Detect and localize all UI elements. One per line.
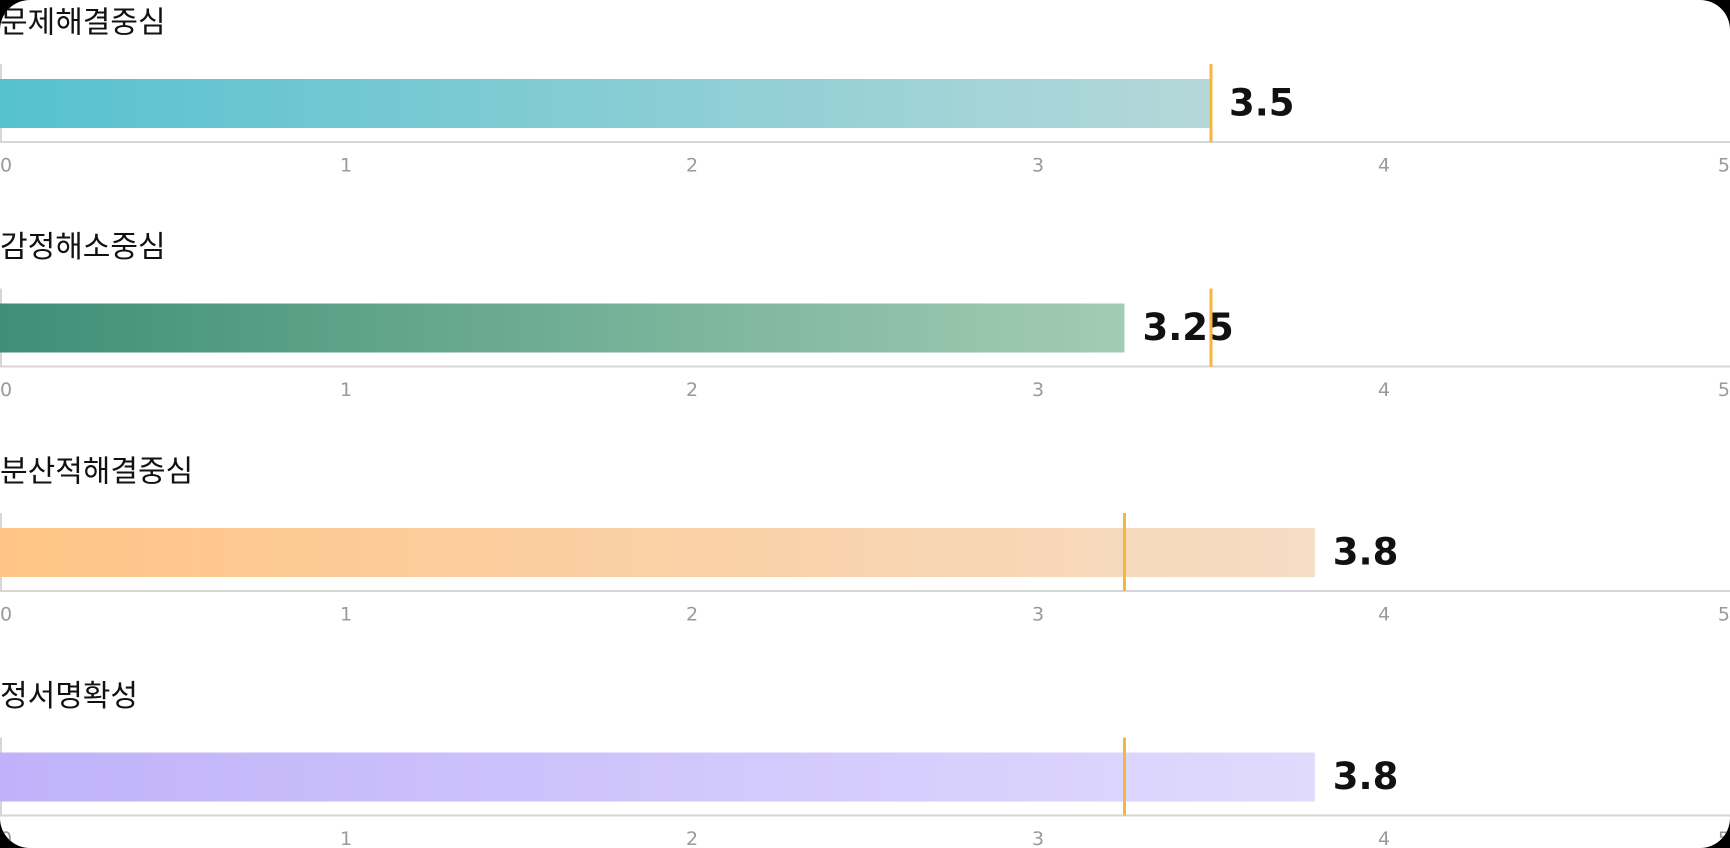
x-tick-label: 0 bbox=[0, 604, 12, 626]
value-label: 3.8 bbox=[1333, 755, 1399, 798]
chart-title: 감정해소중심 bbox=[0, 230, 166, 265]
x-tick-label: 3 bbox=[1032, 828, 1044, 848]
x-tick-label: 4 bbox=[1378, 379, 1390, 401]
value-label: 3.25 bbox=[1143, 306, 1234, 349]
value-label: 3.5 bbox=[1229, 82, 1295, 125]
x-tick-label: 3 bbox=[1032, 604, 1044, 626]
x-tick-label: 0 bbox=[0, 155, 12, 177]
x-tick-label: 2 bbox=[686, 155, 698, 177]
x-tick-label: 0 bbox=[0, 379, 12, 401]
value-label: 3.8 bbox=[1333, 531, 1399, 574]
x-tick-label: 2 bbox=[686, 604, 698, 626]
bar bbox=[0, 303, 1125, 353]
x-tick-label: 5 bbox=[1718, 604, 1730, 626]
x-tick-label: 5 bbox=[1718, 155, 1730, 177]
x-tick-label: 3 bbox=[1032, 379, 1044, 401]
chart-title: 정서명확성 bbox=[0, 679, 138, 714]
x-tick-label: 1 bbox=[340, 155, 352, 177]
x-tick-label: 0 bbox=[0, 828, 12, 848]
x-tick-label: 2 bbox=[686, 828, 698, 848]
bar bbox=[0, 752, 1315, 802]
x-tick-label: 1 bbox=[340, 828, 352, 848]
bar bbox=[0, 528, 1315, 577]
x-tick-label: 4 bbox=[1378, 155, 1390, 177]
x-tick-label: 4 bbox=[1378, 604, 1390, 626]
x-tick-label: 4 bbox=[1378, 828, 1390, 848]
chart-title: 분산적해결중심 bbox=[0, 455, 193, 490]
bar bbox=[0, 79, 1211, 128]
x-tick-label: 1 bbox=[340, 604, 352, 626]
x-tick-label: 5 bbox=[1718, 379, 1730, 401]
x-tick-label: 5 bbox=[1718, 828, 1730, 848]
x-tick-label: 2 bbox=[686, 379, 698, 401]
chart-title: 문제해결중심 bbox=[0, 6, 166, 41]
x-tick-label: 3 bbox=[1032, 155, 1044, 177]
x-tick-label: 1 bbox=[340, 379, 352, 401]
